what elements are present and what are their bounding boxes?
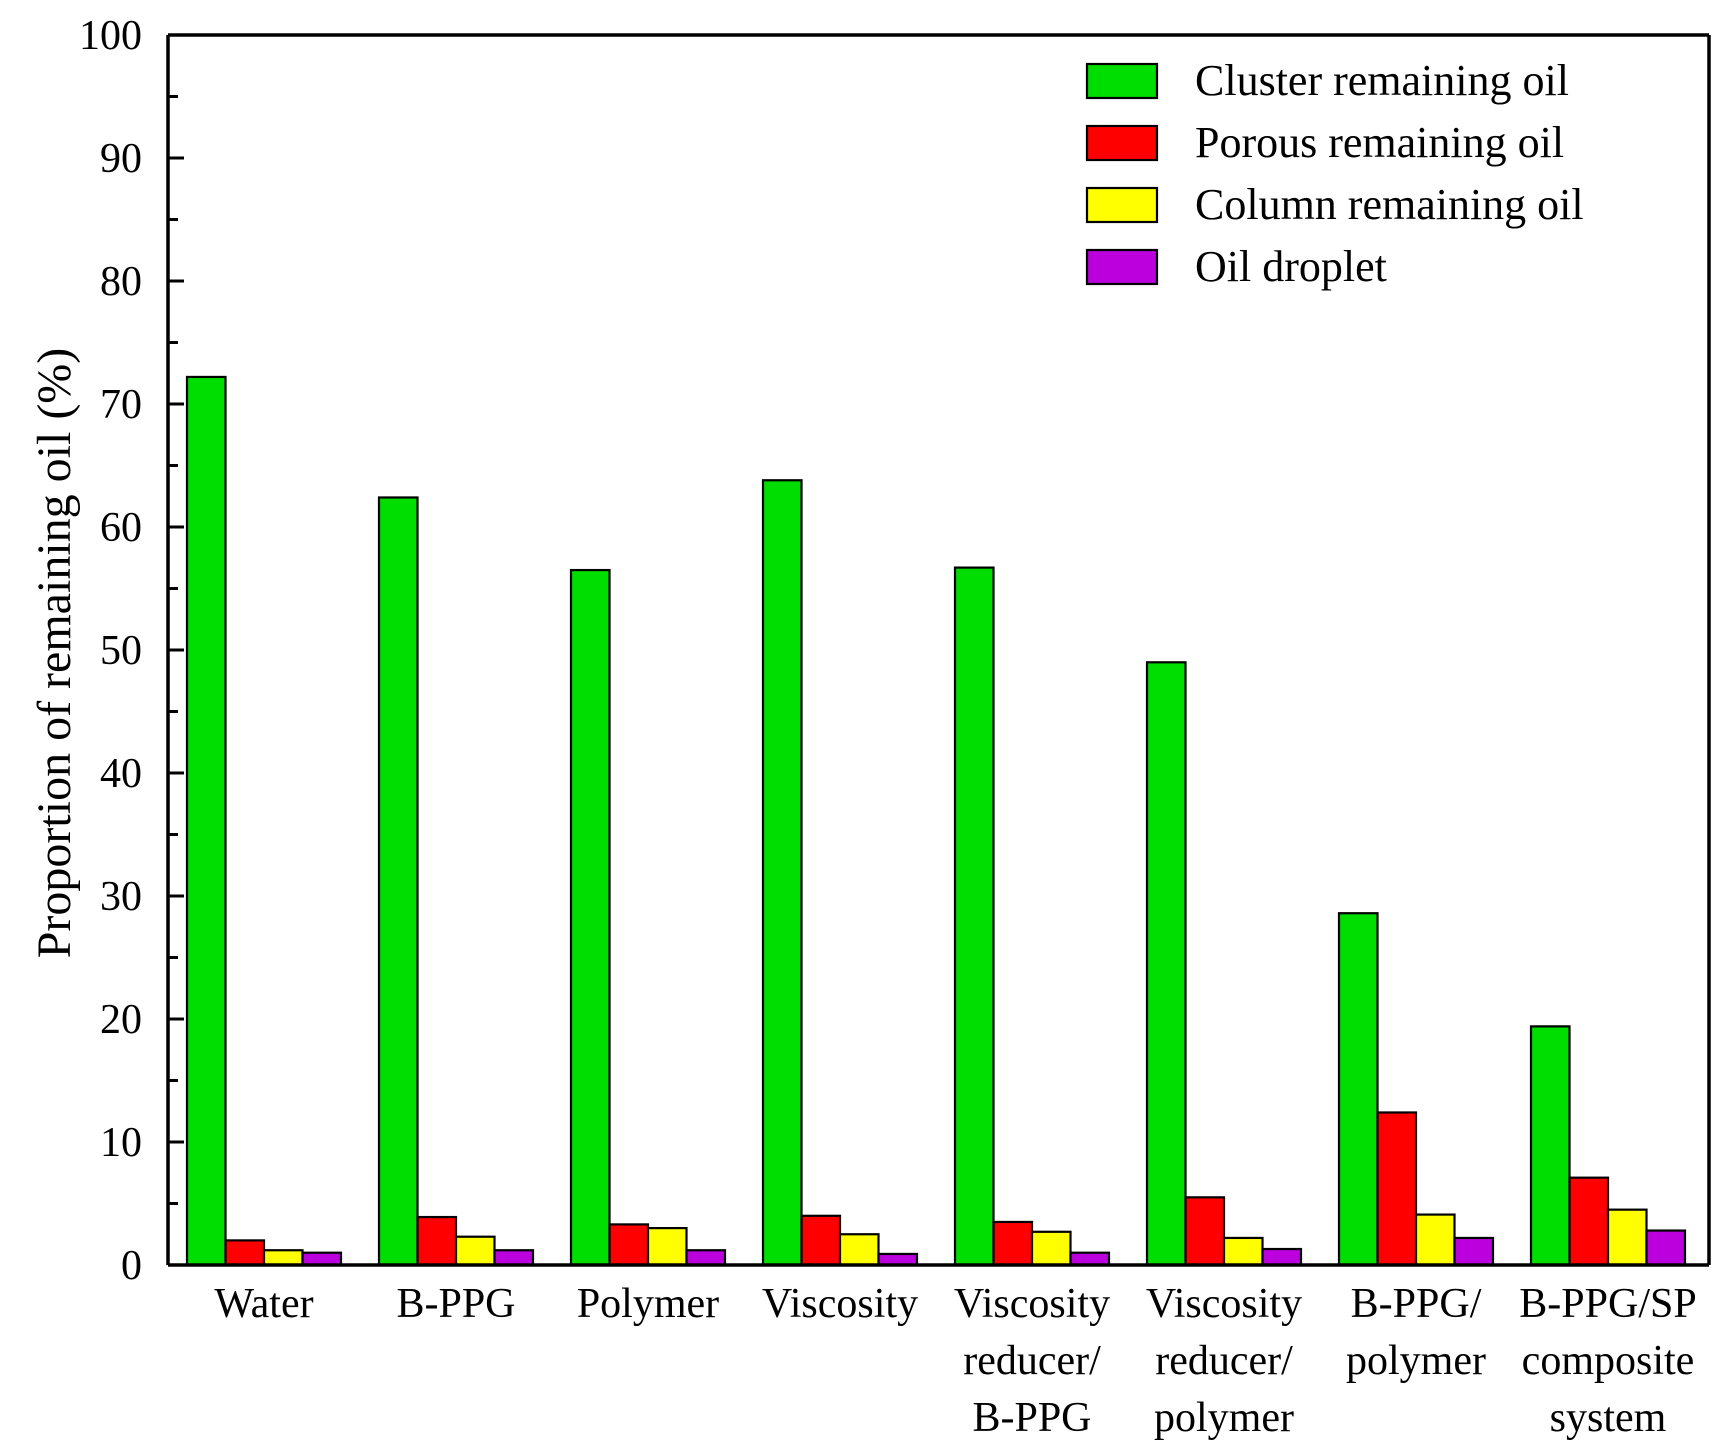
bar-2-5 [992,1220,1034,1267]
bar-1-6 [1145,661,1187,1267]
y-tick-label: 80 [100,259,142,305]
legend: Cluster remaining oil Porous remaining oi… [1085,56,1584,291]
bar-3-6 [1222,1236,1264,1267]
x-category-labels: Water B-PPG Polymer Viscosity Viscosity reduc… [214,1281,1696,1441]
bar-1-4 [761,479,803,1267]
bar-2-7 [1376,1111,1418,1267]
y-tick-label: 30 [100,874,142,920]
legend-label-3: Column remaining oil [1195,180,1584,229]
y-tick-label: 60 [100,505,142,551]
y-tick-label: 10 [100,1120,142,1166]
x-category-label-1: Water [214,1281,313,1327]
y-tick-label: 20 [100,997,142,1043]
bar-1-3 [569,568,611,1267]
bar-4-3 [685,1249,727,1267]
bar-1-2 [377,496,419,1267]
y-tick-label: 0 [121,1243,142,1289]
bar-2-1 [224,1239,266,1267]
bar-3-2 [454,1235,496,1267]
legend-label-1: Cluster remaining oil [1195,56,1569,105]
legend-swatch-2 [1085,124,1159,162]
bar-3-8 [1606,1208,1648,1267]
legend-label-4: Oil droplet [1195,242,1387,291]
x-category-label-7: B-PPG/polymer [1346,1281,1486,1384]
bar-4-5 [1069,1251,1111,1267]
bar-3-5 [1030,1230,1072,1267]
y-tick-label: 50 [100,628,142,674]
x-category-label-4: Viscosity [762,1281,918,1327]
bar-3-3 [646,1226,688,1267]
x-category-label-3: Polymer [577,1281,719,1327]
y-tick-label: 100 [79,13,142,59]
bar-1-5 [953,566,995,1267]
bar-2-4 [800,1214,842,1267]
bar-4-6 [1261,1247,1303,1267]
legend-label-2: Porous remaining oil [1195,118,1564,167]
bar-2-2 [416,1215,458,1267]
legend-swatch-1 [1085,62,1159,100]
y-tick-label: 40 [100,751,142,797]
bar-1-1 [185,375,227,1267]
bar-4-1 [301,1251,343,1267]
y-tick-label: 70 [100,382,142,428]
bar-4-8 [1645,1229,1687,1267]
bar-2-8 [1568,1176,1610,1267]
legend-swatch-4 [1085,248,1159,286]
bar-3-7 [1414,1213,1456,1267]
x-category-label-2: B-PPG [396,1281,515,1327]
x-category-label-8: B-PPG/SP composite system [1519,1281,1696,1441]
bar-3-1 [262,1249,304,1267]
x-category-label-5: Viscosity reducer/B-PPG [954,1281,1110,1441]
y-tick-label: 90 [100,136,142,182]
bar-4-7 [1453,1236,1495,1267]
bar-1-7 [1337,912,1379,1267]
y-ticks-layer: 0 10 20 30 40 50 60 70 80 90 100 [79,13,184,1289]
bar-1-8 [1529,1025,1571,1267]
bars-layer [185,375,1687,1267]
bar-2-6 [1184,1196,1226,1267]
y-axis-title: Proportion of remaining oil (%) [28,348,81,959]
bar-2-3 [608,1223,650,1267]
bar-3-4 [838,1233,880,1267]
legend-swatch-3 [1085,186,1159,224]
bar-4-2 [493,1249,535,1267]
x-category-label-6: Viscosity reducer/polymer [1146,1281,1302,1441]
